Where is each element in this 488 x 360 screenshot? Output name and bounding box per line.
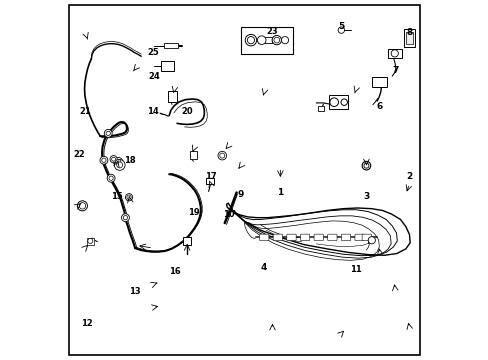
Circle shape (100, 156, 108, 164)
Text: 15: 15 (111, 192, 123, 201)
Circle shape (247, 37, 254, 44)
Circle shape (102, 158, 106, 162)
Circle shape (218, 151, 226, 160)
Text: 14: 14 (147, 107, 159, 116)
Bar (183, 237, 191, 244)
Bar (163, 42, 178, 48)
Bar (317, 106, 324, 111)
Circle shape (329, 98, 338, 107)
FancyBboxPatch shape (341, 234, 350, 240)
Text: 19: 19 (188, 208, 200, 217)
FancyBboxPatch shape (300, 234, 309, 240)
Bar (387, 49, 401, 58)
Circle shape (271, 36, 281, 45)
Text: 3: 3 (363, 192, 369, 201)
Text: 12: 12 (81, 319, 92, 328)
Text: 2: 2 (406, 172, 412, 181)
Text: 25: 25 (147, 48, 159, 57)
Bar (258, 37, 271, 43)
Text: 11: 11 (349, 265, 361, 274)
Circle shape (363, 163, 368, 168)
Text: 18: 18 (123, 156, 135, 165)
FancyBboxPatch shape (327, 234, 336, 240)
Text: 20: 20 (181, 107, 193, 116)
FancyBboxPatch shape (273, 234, 282, 240)
Text: 5: 5 (338, 22, 344, 31)
Circle shape (116, 159, 121, 165)
Circle shape (113, 157, 122, 167)
Bar (241, 27, 292, 54)
Circle shape (77, 201, 87, 211)
Text: 9: 9 (237, 190, 244, 199)
Circle shape (340, 99, 346, 105)
Circle shape (104, 130, 112, 137)
Circle shape (88, 238, 93, 243)
Circle shape (107, 174, 115, 182)
Bar (205, 178, 213, 184)
Circle shape (337, 27, 344, 33)
Circle shape (109, 176, 113, 180)
Circle shape (79, 203, 85, 209)
Text: 24: 24 (148, 72, 160, 81)
Text: 7: 7 (391, 66, 398, 75)
FancyBboxPatch shape (354, 234, 364, 240)
Bar (371, 77, 386, 87)
Circle shape (123, 216, 127, 220)
Circle shape (111, 157, 115, 161)
Text: 4: 4 (261, 264, 267, 273)
Circle shape (390, 50, 398, 57)
Text: 6: 6 (376, 102, 383, 111)
Bar (161, 60, 174, 71)
Text: 23: 23 (266, 27, 278, 36)
Bar (190, 151, 197, 159)
FancyBboxPatch shape (286, 234, 296, 240)
Bar (405, 32, 412, 44)
Text: 17: 17 (204, 172, 216, 181)
Text: 22: 22 (73, 150, 84, 159)
Bar (403, 30, 414, 46)
Text: 13: 13 (129, 287, 141, 296)
FancyBboxPatch shape (259, 234, 268, 240)
FancyBboxPatch shape (313, 234, 323, 240)
Bar (168, 91, 177, 102)
Bar (328, 95, 348, 109)
Circle shape (257, 36, 265, 44)
Circle shape (219, 153, 224, 158)
Text: 16: 16 (168, 267, 180, 276)
Bar (86, 238, 94, 244)
Circle shape (281, 37, 288, 44)
Text: 8: 8 (406, 28, 412, 37)
Text: 10: 10 (222, 210, 234, 219)
Text: 21: 21 (79, 107, 91, 116)
Circle shape (125, 194, 132, 201)
FancyBboxPatch shape (362, 234, 371, 240)
Circle shape (114, 159, 125, 170)
Circle shape (367, 237, 375, 244)
Text: 1: 1 (277, 188, 283, 197)
Circle shape (273, 37, 279, 43)
Circle shape (106, 131, 110, 136)
Circle shape (110, 156, 117, 163)
Circle shape (362, 161, 370, 170)
Circle shape (117, 162, 122, 168)
Circle shape (126, 195, 131, 199)
Circle shape (244, 35, 256, 46)
Circle shape (121, 214, 129, 222)
